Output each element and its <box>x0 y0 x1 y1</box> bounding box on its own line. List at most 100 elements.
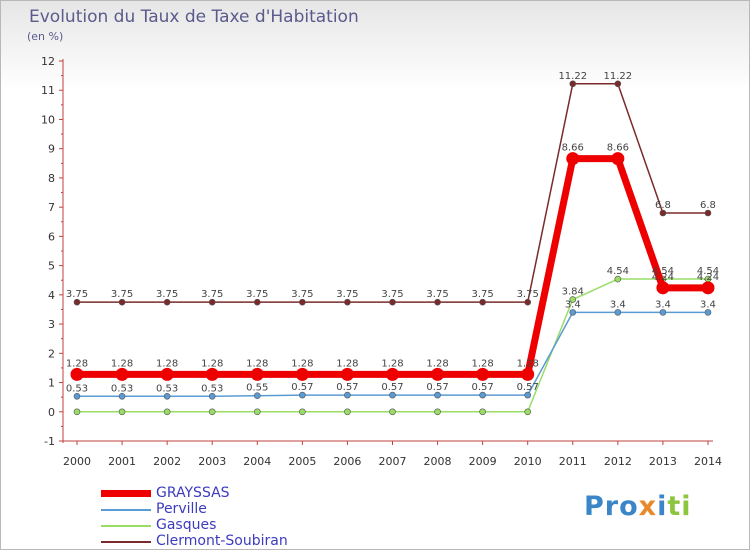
data-point <box>524 391 532 399</box>
data-point <box>70 367 84 381</box>
data-label: 0.53 <box>201 383 223 394</box>
data-point <box>659 209 667 217</box>
data-label: 1.28 <box>471 358 493 369</box>
data-label: 8.66 <box>607 143 629 154</box>
data-point <box>299 298 306 306</box>
data-point <box>614 275 622 283</box>
data-point <box>253 408 261 416</box>
proxiti-logo: Proxiti <box>584 491 692 522</box>
x-tick-label: 2013 <box>649 455 677 468</box>
data-point <box>389 298 396 306</box>
data-point <box>73 408 81 416</box>
data-label: 4.24 <box>652 272 674 283</box>
y-tick-label: 6 <box>48 230 55 243</box>
logo-part: x <box>638 491 658 522</box>
data-label: 0.53 <box>156 383 178 394</box>
data-point <box>163 408 171 416</box>
data-point <box>115 367 129 381</box>
data-label: 1.28 <box>111 358 133 369</box>
data-point <box>476 367 490 381</box>
data-label: 3.75 <box>381 289 403 300</box>
x-tick-label: 2006 <box>333 455 361 468</box>
logo-part: Pro <box>584 491 639 522</box>
y-tick-label: 3 <box>48 318 55 331</box>
data-label: 3.75 <box>517 289 539 300</box>
x-tick-label: 2007 <box>378 455 406 468</box>
data-label: 4.24 <box>697 272 719 283</box>
y-tick-label: 5 <box>48 260 55 273</box>
data-label: 3.75 <box>246 289 268 300</box>
data-label: 4.54 <box>697 266 719 277</box>
x-tick-label: 2009 <box>469 455 497 468</box>
data-label: 11.22 <box>604 71 633 82</box>
y-tick-label: 0 <box>48 406 55 419</box>
data-label: 3.75 <box>426 289 448 300</box>
x-tick-label: 2001 <box>108 455 136 468</box>
x-tick-label: 2010 <box>514 455 542 468</box>
x-tick-label: 2012 <box>604 455 632 468</box>
data-label: 6.8 <box>700 200 716 211</box>
data-point <box>569 296 577 303</box>
data-label: 3.75 <box>291 289 313 300</box>
data-label: 3.84 <box>562 287 584 298</box>
data-label: 11.22 <box>558 71 587 82</box>
data-point <box>208 408 216 416</box>
data-label: 1.28 <box>291 358 313 369</box>
data-point <box>434 391 441 399</box>
legend-label: Clermont-Soubiran <box>156 533 288 549</box>
data-label: 1.28 <box>246 358 268 369</box>
y-tick-label: 9 <box>48 143 55 156</box>
data-point <box>299 391 306 399</box>
data-point <box>479 298 486 306</box>
y-tick-label: 7 <box>48 201 55 214</box>
data-point <box>344 298 351 306</box>
legend-swatch <box>101 490 151 497</box>
data-point <box>659 309 667 316</box>
data-label: 3.75 <box>111 289 133 300</box>
data-label: 3.4 <box>565 299 581 310</box>
data-point <box>340 367 354 381</box>
data-point <box>118 408 126 416</box>
data-point <box>479 408 486 416</box>
y-tick-label: 4 <box>48 289 55 302</box>
x-tick-label: 2002 <box>153 455 181 468</box>
data-label: 1.28 <box>66 358 88 369</box>
x-tick-label: 2005 <box>288 455 316 468</box>
legend-swatch <box>101 541 151 543</box>
x-tick-label: 2014 <box>694 455 722 468</box>
data-point <box>163 392 171 400</box>
legend-label: Perville <box>156 501 207 517</box>
data-point <box>521 367 535 381</box>
chart-title: Evolution du Taux de Taxe d'Habitation <box>29 7 359 27</box>
data-label: 0.57 <box>426 382 448 393</box>
data-label: 1.28 <box>381 358 403 369</box>
data-point <box>614 309 622 316</box>
data-point <box>118 298 126 306</box>
data-label: 3.75 <box>336 289 358 300</box>
data-label: 3.4 <box>610 299 626 310</box>
data-point <box>566 152 580 166</box>
y-tick-label: 12 <box>41 55 55 68</box>
x-tick-label: 2004 <box>243 455 271 468</box>
data-point <box>344 408 351 416</box>
data-point <box>160 367 174 381</box>
data-point <box>434 298 441 306</box>
data-label: 6.8 <box>655 200 671 211</box>
y-tick-label: 10 <box>41 113 55 126</box>
data-point <box>479 391 486 399</box>
data-point <box>389 391 396 399</box>
data-point <box>434 408 441 416</box>
data-point <box>524 408 532 416</box>
data-point <box>524 298 532 306</box>
legend-swatch <box>101 525 151 527</box>
data-label: 1.28 <box>426 358 448 369</box>
logo-part: ti <box>667 491 692 522</box>
data-label: 3.75 <box>156 289 178 300</box>
data-point <box>208 392 216 400</box>
data-label: 1.28 <box>517 358 539 369</box>
unit-label: (en %) <box>27 30 64 43</box>
data-point <box>299 408 306 416</box>
y-tick-label: 8 <box>48 172 55 185</box>
y-tick-label: 11 <box>41 84 55 97</box>
